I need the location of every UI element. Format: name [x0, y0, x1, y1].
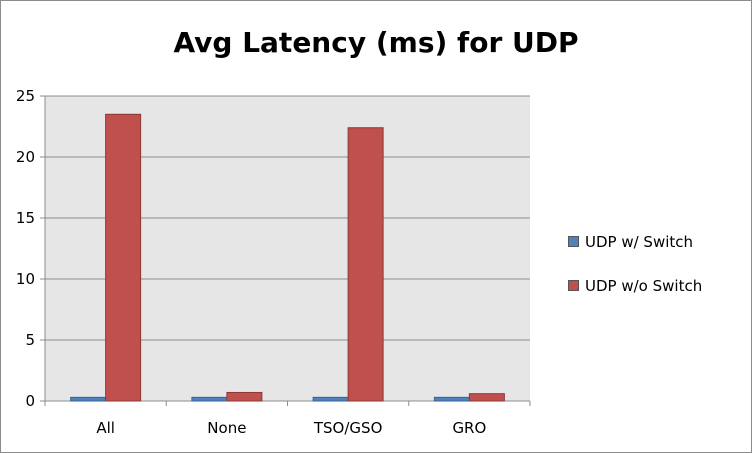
bar-gro-series-0 — [433, 396, 470, 402]
x-tick-label: All — [96, 419, 115, 437]
x-tick-label: TSO/GSO — [313, 419, 383, 437]
bar-all-series-0 — [70, 396, 107, 402]
bar-tso-gso-series-0 — [312, 396, 349, 402]
legend-swatch-udp-with-switch — [568, 236, 579, 247]
bar-none-series-0 — [191, 396, 228, 402]
bar-gro-series-1 — [468, 393, 505, 402]
x-tick-label: GRO — [452, 419, 486, 437]
legend-label-udp-without-switch: UDP w/o Switch — [585, 276, 703, 295]
y-tick-label: 15 — [16, 209, 35, 227]
legend-swatch-udp-without-switch — [568, 280, 579, 291]
legend-item-udp-with-switch: UDP w/ Switch — [568, 230, 702, 253]
bar-none-series-1 — [226, 391, 263, 402]
chart-title: Avg Latency (ms) for UDP — [173, 26, 579, 59]
y-tick-label: 0 — [25, 392, 35, 410]
y-tick-label: 20 — [16, 148, 35, 166]
bar-tso-gso-series-1 — [347, 127, 384, 402]
x-tick-label: None — [207, 419, 246, 437]
legend-item-udp-without-switch: UDP w/o Switch — [568, 274, 702, 297]
y-tick-label: 10 — [16, 270, 35, 288]
chart-legend: UDP w/ Switch UDP w/o Switch — [568, 230, 702, 318]
y-tick-label: 25 — [16, 87, 35, 105]
legend-label-udp-with-switch: UDP w/ Switch — [585, 232, 694, 251]
y-tick-label: 5 — [25, 331, 35, 349]
bar-all-series-1 — [105, 113, 142, 402]
